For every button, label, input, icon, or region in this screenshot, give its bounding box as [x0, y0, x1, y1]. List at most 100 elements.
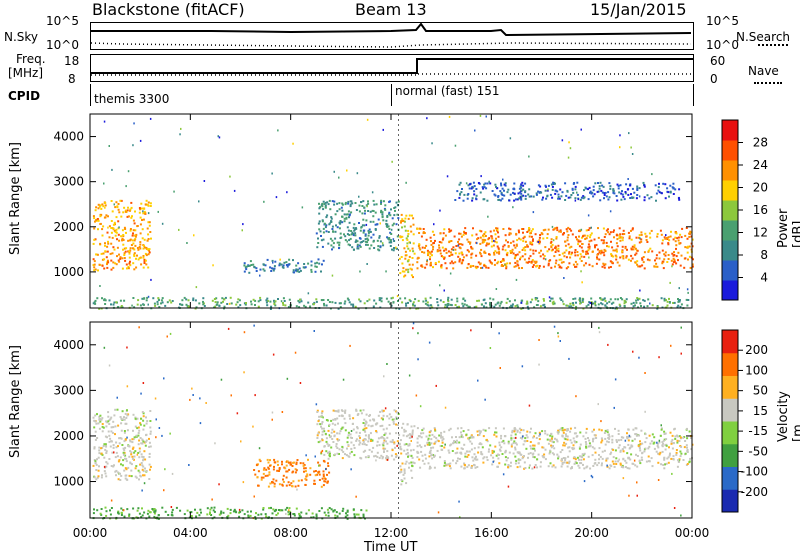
noise-point	[444, 406, 447, 409]
data-cell	[491, 449, 494, 452]
data-cell	[266, 258, 269, 261]
data-cell	[349, 433, 352, 436]
data-cell	[386, 415, 389, 418]
noise-point	[433, 223, 435, 226]
data-cell	[325, 304, 328, 307]
noise-point	[205, 402, 207, 404]
data-cell	[454, 304, 457, 306]
data-cell	[328, 423, 331, 426]
data-cell	[515, 254, 517, 257]
noise-point	[220, 378, 223, 381]
data-cell	[612, 255, 615, 258]
data-cell	[166, 301, 169, 304]
data-cell	[602, 227, 605, 230]
data-cell	[429, 296, 432, 299]
data-cell	[473, 464, 476, 467]
data-cell	[483, 198, 486, 201]
data-cell	[409, 300, 412, 303]
data-cell	[466, 249, 469, 252]
data-cell	[272, 508, 275, 511]
data-cell	[454, 248, 457, 251]
data-cell	[189, 516, 192, 519]
data-cell	[482, 299, 485, 302]
data-cell	[226, 303, 229, 305]
data-cell	[608, 233, 611, 236]
data-cell	[353, 454, 356, 457]
data-cell	[122, 451, 125, 454]
data-cell	[622, 466, 625, 469]
data-cell	[334, 514, 337, 517]
data-cell	[143, 260, 146, 262]
data-cell	[408, 436, 411, 439]
data-cell	[507, 457, 509, 459]
data-cell	[500, 434, 503, 437]
data-cell	[671, 263, 674, 266]
data-cell	[434, 262, 437, 264]
data-cell	[376, 451, 379, 454]
data-cell	[299, 269, 302, 272]
data-cell	[273, 301, 276, 304]
noise-point	[678, 287, 680, 290]
data-cell	[490, 454, 493, 457]
data-cell	[458, 232, 461, 235]
data-cell	[283, 261, 286, 264]
data-cell	[494, 250, 497, 253]
data-cell	[650, 440, 653, 443]
data-cell	[511, 251, 514, 254]
data-cell	[391, 248, 393, 251]
data-cell	[305, 512, 308, 515]
data-cell	[96, 476, 99, 479]
data-cell	[329, 435, 332, 438]
data-cell	[519, 436, 522, 439]
noise-point	[396, 444, 398, 447]
data-cell	[542, 304, 545, 307]
data-cell	[411, 464, 413, 467]
data-cell	[592, 465, 595, 467]
data-cell	[124, 446, 127, 449]
data-cell	[532, 252, 535, 255]
data-cell	[233, 508, 236, 511]
data-cell	[557, 193, 560, 196]
data-cell	[114, 206, 117, 209]
data-cell	[680, 445, 683, 448]
data-cell	[318, 479, 321, 481]
data-cell	[375, 203, 378, 206]
data-cell	[250, 303, 253, 306]
data-cell	[407, 434, 410, 437]
data-cell	[403, 220, 406, 223]
data-cell	[412, 461, 415, 464]
data-cell	[615, 255, 618, 258]
data-cell	[551, 243, 554, 246]
data-cell	[264, 474, 267, 477]
data-cell	[536, 458, 539, 461]
noise-point	[481, 266, 484, 269]
data-cell	[612, 231, 615, 233]
data-cell	[544, 448, 547, 451]
data-cell	[144, 212, 147, 215]
data-cell	[124, 209, 127, 212]
data-cell	[118, 437, 121, 440]
plot-background	[90, 114, 692, 308]
data-cell	[118, 211, 121, 214]
data-cell	[479, 262, 482, 265]
data-cell	[630, 238, 633, 241]
data-cell	[370, 244, 373, 247]
data-cell	[562, 431, 565, 434]
data-cell	[105, 475, 108, 478]
data-cell	[315, 300, 318, 303]
data-cell	[481, 238, 484, 241]
noise-point	[618, 458, 620, 461]
data-cell	[106, 231, 109, 234]
data-cell	[341, 202, 344, 205]
data-cell	[488, 242, 490, 245]
data-cell	[452, 267, 455, 270]
data-cell	[452, 441, 455, 444]
data-cell	[454, 252, 457, 255]
data-cell	[105, 450, 108, 453]
data-cell	[587, 249, 590, 252]
data-cell	[531, 298, 534, 301]
noise-point	[240, 440, 242, 443]
data-cell	[554, 245, 557, 248]
data-cell	[229, 296, 232, 299]
data-cell	[473, 447, 476, 450]
